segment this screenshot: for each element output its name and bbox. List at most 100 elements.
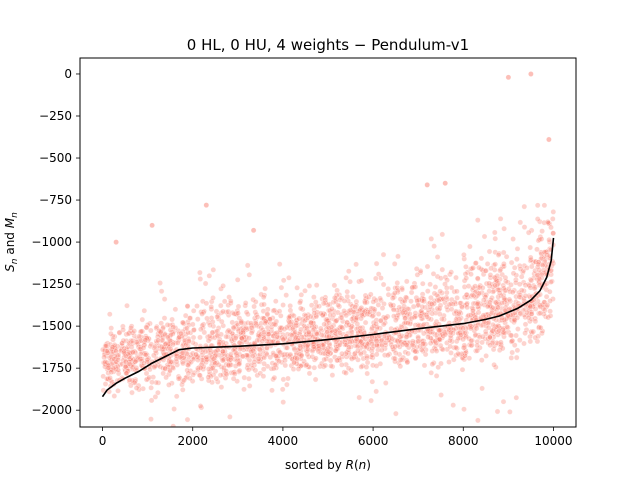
scatter-point: [438, 392, 444, 398]
scatter-point: [432, 284, 439, 290]
scatter-point: [468, 271, 474, 277]
scatter-point: [297, 342, 303, 349]
scatter-point: [325, 349, 332, 355]
scatter-point: [231, 342, 238, 349]
scatter-point: [161, 315, 168, 321]
scatter-point: [508, 338, 515, 345]
scatter-point: [151, 352, 157, 359]
scatter-point: [488, 265, 494, 272]
scatter-point: [521, 224, 528, 230]
scatter-point: [417, 313, 424, 319]
scatter-point: [286, 275, 292, 281]
scatter-point: [108, 325, 114, 331]
scatter-point: [149, 379, 155, 385]
scatter-point: [409, 284, 416, 291]
scatter-point: [327, 312, 334, 318]
scatter-point: [511, 316, 518, 323]
scatter-point: [393, 410, 399, 417]
scatter-point: [234, 320, 240, 326]
scatter-point: [313, 355, 319, 362]
scatter-point: [298, 326, 304, 333]
scatter-point: [258, 301, 265, 308]
scatter-point: [408, 315, 415, 322]
scatter-point: [498, 343, 504, 350]
scatter-point: [190, 372, 196, 378]
scatter-point: [496, 290, 503, 296]
scatter-point: [264, 338, 270, 344]
scatter-outlier-point: [113, 239, 119, 245]
scatter-point: [240, 353, 246, 360]
scatter-point: [379, 347, 385, 353]
scatter-point: [353, 315, 360, 321]
scatter-point: [304, 351, 311, 358]
scatter-point: [478, 255, 485, 262]
scatter-point: [550, 209, 557, 215]
scatter-point: [197, 269, 203, 276]
scatter-point: [378, 275, 384, 281]
scatter-point: [318, 310, 324, 317]
scatter-point: [341, 298, 348, 304]
scatter-point: [424, 314, 430, 320]
scatter-point: [248, 324, 255, 331]
scatter-point: [271, 374, 278, 381]
x-tick-label: 8000: [448, 434, 479, 448]
scatter-point: [437, 342, 444, 349]
scatter-point: [454, 288, 460, 295]
scatter-point: [155, 389, 161, 396]
scatter-point: [252, 320, 259, 327]
scatter-point: [193, 351, 199, 358]
scatter-point: [475, 417, 481, 424]
scatter-point: [107, 311, 113, 317]
scatter-point: [208, 304, 214, 310]
scatter-point: [266, 331, 272, 337]
scatter-point: [528, 227, 535, 234]
scatter-point: [464, 304, 470, 311]
scatter-point: [169, 380, 175, 386]
scatter-point: [148, 416, 154, 422]
scatter-point: [393, 350, 399, 356]
scatter-point: [313, 282, 320, 288]
scatter-point: [151, 363, 158, 370]
scatter-point: [474, 338, 481, 345]
scatter-point: [103, 343, 109, 349]
scatter-point: [178, 330, 184, 337]
scatter-point: [429, 310, 435, 317]
scatter-point: [148, 397, 155, 404]
scatter-point: [297, 298, 304, 304]
scatter-point: [318, 325, 324, 332]
scatter-point: [282, 357, 288, 364]
scatter-point: [414, 302, 421, 309]
scatter-point: [236, 361, 242, 367]
scatter-point: [487, 342, 493, 348]
scatter-point: [203, 354, 210, 361]
scatter-point: [109, 344, 116, 350]
scatter-point: [346, 322, 352, 328]
scatter-point: [428, 294, 434, 301]
scatter-point: [500, 282, 506, 289]
scatter-point: [395, 312, 401, 318]
scatter-point: [383, 380, 389, 386]
scatter-point: [455, 350, 461, 357]
scatter-point: [496, 327, 502, 334]
scatter-point: [469, 292, 476, 298]
scatter-point: [301, 334, 307, 340]
scatter-point: [322, 362, 329, 369]
scatter-point: [492, 282, 498, 289]
scatter-point: [245, 320, 251, 326]
scatter-point: [254, 372, 261, 379]
scatter-point: [311, 294, 317, 300]
y-tick-label: −750: [39, 193, 72, 207]
scatter-point: [252, 318, 259, 325]
scatter-point: [465, 283, 472, 289]
scatter-point: [280, 336, 287, 343]
scatter-point: [474, 275, 481, 282]
scatter-point: [126, 361, 133, 367]
scatter-point: [474, 301, 481, 307]
scatter-point: [152, 394, 159, 400]
scatter-point: [241, 386, 247, 393]
scatter-point: [208, 306, 215, 312]
scatter-point: [463, 264, 469, 270]
scatter-point: [501, 225, 507, 232]
scatter-point: [142, 352, 149, 358]
scatter-point: [209, 365, 216, 371]
